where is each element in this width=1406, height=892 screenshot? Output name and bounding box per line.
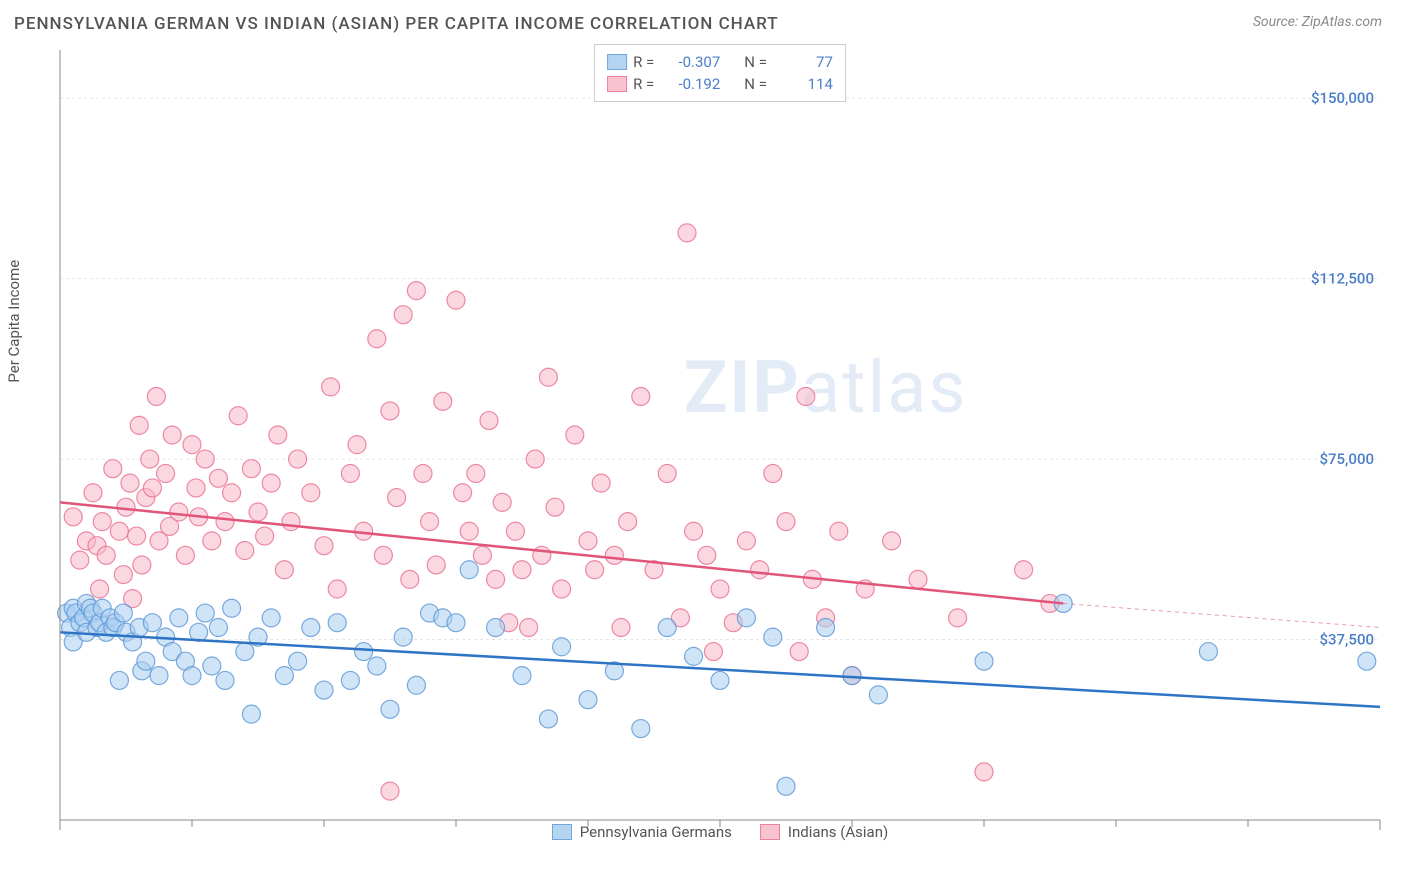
chart-area: Per Capita Income $37,500$75,000$112,500… [50, 40, 1390, 830]
swatch-pink-icon [760, 824, 780, 840]
n-label: N = [744, 51, 767, 73]
n-value-pink: 114 [773, 73, 833, 95]
chart-header: PENNSYLVANIA GERMAN VS INDIAN (ASIAN) PE… [0, 0, 1406, 40]
svg-text:$75,000: $75,000 [1319, 450, 1374, 468]
correlation-legend: R = -0.307 N = 77 R = -0.192 N = 114 [594, 44, 846, 102]
series-label-blue: Pennsylvania Germans [580, 823, 732, 841]
svg-text:ZIPatlas: ZIPatlas [684, 345, 968, 430]
svg-text:$150,000: $150,000 [1311, 89, 1374, 107]
r-label: R = [633, 73, 654, 95]
n-value-blue: 77 [773, 51, 833, 73]
swatch-blue-icon [552, 824, 572, 840]
swatch-blue-icon [607, 54, 627, 70]
swatch-pink-icon [607, 76, 627, 92]
svg-text:$37,500: $37,500 [1319, 631, 1374, 649]
y-axis-label: Per Capita Income [5, 260, 23, 383]
svg-text:$112,500: $112,500 [1311, 270, 1374, 288]
series-label-pink: Indians (Asian) [788, 823, 888, 841]
legend-row-pink: R = -0.192 N = 114 [607, 73, 833, 95]
source-attribution: Source: ZipAtlas.com [1253, 14, 1382, 30]
r-label: R = [633, 51, 654, 73]
chart-title: PENNSYLVANIA GERMAN VS INDIAN (ASIAN) PE… [14, 14, 779, 34]
r-value-blue: -0.307 [660, 51, 720, 73]
source-prefix: Source: [1253, 14, 1302, 30]
source-name: ZipAtlas.com [1302, 14, 1382, 30]
scatter-plot-svg: $37,500$75,000$112,500$150,000ZIPatlas0.… [50, 40, 1390, 830]
n-label: N = [744, 73, 767, 95]
r-value-pink: -0.192 [660, 73, 720, 95]
legend-row-blue: R = -0.307 N = 77 [607, 51, 833, 73]
